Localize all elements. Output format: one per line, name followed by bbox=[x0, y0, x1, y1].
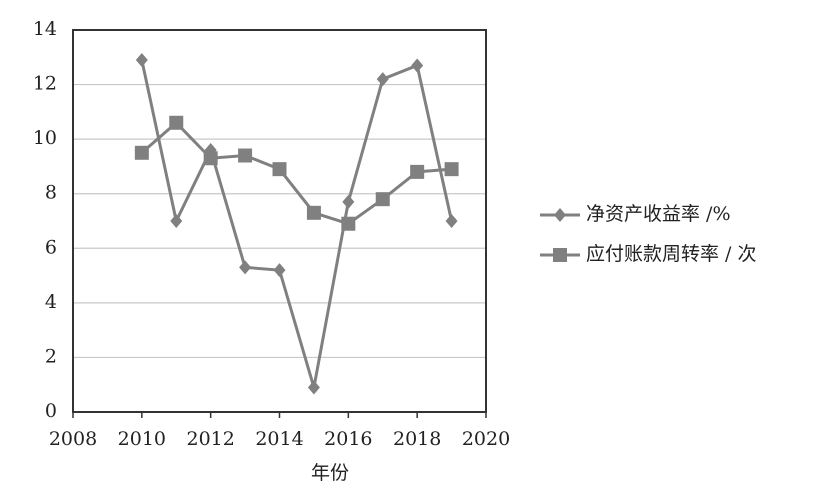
y-tick-label: 8 bbox=[45, 182, 57, 204]
y-tick-label: 4 bbox=[45, 291, 57, 313]
x-tick-label: 2014 bbox=[255, 428, 303, 450]
marker bbox=[203, 151, 218, 166]
marker bbox=[307, 380, 320, 395]
marker bbox=[553, 248, 567, 262]
marker bbox=[410, 164, 425, 179]
x-tick-label: 2008 bbox=[49, 428, 97, 450]
marker bbox=[272, 162, 287, 177]
x-axis-label: 年份 bbox=[311, 462, 349, 484]
y-tick-label: 10 bbox=[33, 127, 57, 149]
y-tick-label: 2 bbox=[45, 345, 57, 367]
legend-label: 应付账款周转率 / 次 bbox=[586, 243, 756, 265]
series-line bbox=[140, 120, 452, 226]
y-tick-label: 0 bbox=[45, 400, 57, 422]
marker bbox=[341, 216, 356, 231]
legend-label: 净资产收益率 /% bbox=[586, 203, 731, 225]
marker bbox=[306, 205, 321, 220]
marker bbox=[444, 162, 459, 177]
marker bbox=[342, 194, 355, 209]
marker bbox=[134, 145, 149, 160]
marker bbox=[445, 214, 458, 228]
marker bbox=[135, 53, 148, 68]
x-tick-label: 2020 bbox=[462, 428, 510, 450]
marker bbox=[170, 214, 183, 228]
marker bbox=[239, 260, 252, 275]
marker bbox=[238, 148, 253, 163]
marker bbox=[411, 58, 424, 73]
marker bbox=[376, 72, 389, 87]
marker bbox=[169, 115, 184, 130]
series-line bbox=[140, 59, 454, 388]
marker bbox=[273, 263, 286, 278]
marker bbox=[375, 192, 390, 207]
marker bbox=[554, 208, 566, 222]
x-tick-label: 2016 bbox=[324, 428, 372, 450]
y-tick-label: 14 bbox=[33, 18, 57, 40]
y-tick-label: 6 bbox=[45, 236, 57, 258]
x-tick-label: 2018 bbox=[393, 428, 441, 450]
plot-frame bbox=[72, 29, 487, 413]
x-tick-label: 2012 bbox=[186, 428, 234, 450]
x-tick-label: 2010 bbox=[118, 428, 166, 450]
y-tick-label: 12 bbox=[33, 73, 57, 95]
